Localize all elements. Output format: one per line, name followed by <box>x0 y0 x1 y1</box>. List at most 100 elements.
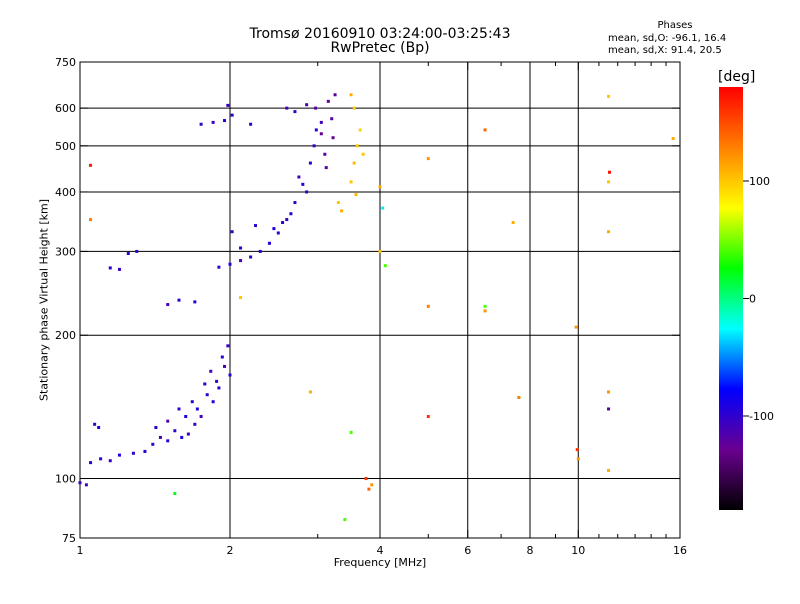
data-point <box>349 180 353 184</box>
data-point <box>230 230 234 234</box>
x-axis-label: Frequency [MHz] <box>333 556 427 569</box>
data-point <box>607 407 611 411</box>
data-point <box>180 435 184 439</box>
colorbar-ticks: 100 0 -100 <box>743 175 774 423</box>
data-point <box>230 113 234 117</box>
data-point <box>343 518 347 522</box>
y-tick-label: 750 <box>55 56 76 69</box>
data-point <box>99 457 103 461</box>
data-point <box>195 407 199 411</box>
data-point <box>173 492 177 496</box>
y-tick-label: 200 <box>55 329 76 342</box>
data-point <box>326 99 330 103</box>
data-point <box>267 241 271 245</box>
x-tick-label: 2 <box>227 544 234 557</box>
y-tick-label: 400 <box>55 186 76 199</box>
data-point <box>97 425 101 429</box>
data-point <box>117 453 121 457</box>
x-tick-label: 4 <box>377 544 384 557</box>
data-point <box>305 103 309 107</box>
data-point <box>671 137 675 141</box>
data-point <box>239 296 243 300</box>
data-point <box>381 206 385 210</box>
data-point <box>364 477 368 481</box>
data-point <box>319 120 323 124</box>
data-point <box>117 267 121 271</box>
data-point <box>276 231 280 235</box>
phases-stats-o: mean, sd,O: -96.1, 16.4 <box>608 33 727 44</box>
data-point <box>607 468 611 472</box>
colorbar-tick-label: -100 <box>749 410 774 423</box>
data-point <box>228 373 232 377</box>
data-point <box>226 344 230 348</box>
y-tick-label: 100 <box>55 473 76 486</box>
data-point <box>177 407 181 411</box>
data-point <box>293 110 297 114</box>
data-point <box>215 379 219 383</box>
data-point <box>336 201 340 205</box>
data-point <box>576 457 580 461</box>
data-point <box>226 103 230 107</box>
data-point <box>239 246 243 250</box>
data-point <box>143 449 147 453</box>
data-point <box>370 483 374 487</box>
data-point <box>308 161 312 165</box>
data-point <box>330 117 334 121</box>
data-point <box>166 303 170 307</box>
data-point <box>211 120 215 124</box>
y-tick-label: 300 <box>55 245 76 258</box>
data-point <box>378 185 382 189</box>
data-point <box>184 414 188 418</box>
data-point <box>223 119 227 123</box>
x-tick-label: 16 <box>673 544 687 557</box>
data-point <box>301 182 305 186</box>
y-tick-label: 500 <box>55 140 76 153</box>
y-tick-label: 75 <box>62 532 76 545</box>
data-point <box>258 249 262 253</box>
x-tick-label: 6 <box>464 544 471 557</box>
x-tick-label: 1 <box>77 544 84 557</box>
data-point <box>355 144 359 148</box>
data-point <box>361 152 365 156</box>
data-point <box>378 249 382 253</box>
data-point <box>358 128 362 132</box>
data-point <box>151 442 155 446</box>
data-point <box>154 425 158 429</box>
data-point <box>158 435 162 439</box>
data-point <box>166 439 170 443</box>
data-point <box>483 128 487 132</box>
data-point <box>89 218 93 222</box>
data-point <box>349 430 353 434</box>
y-tick-label: 600 <box>55 102 76 115</box>
chart-title: Tromsø 20160910 03:24:00-03:25:43 <box>249 26 511 42</box>
y-axis-label: Stationary phase Virtual Height [km] <box>37 198 51 402</box>
x-tick-label: 10 <box>571 544 585 557</box>
data-point <box>131 451 135 455</box>
data-point <box>285 106 289 110</box>
data-point <box>272 227 276 231</box>
data-point <box>483 304 487 308</box>
data-point <box>177 298 181 302</box>
data-point <box>199 122 203 126</box>
data-point <box>84 483 88 487</box>
data-point <box>108 459 112 463</box>
data-point <box>190 400 194 404</box>
data-point <box>203 382 207 386</box>
data-point <box>211 400 215 404</box>
data-point <box>352 161 356 165</box>
data-point <box>126 251 130 255</box>
colorbar-unit: [deg] <box>718 69 756 85</box>
data-point <box>217 386 221 390</box>
data-point <box>173 429 177 433</box>
data-point <box>89 163 93 167</box>
data-point <box>607 170 611 174</box>
data-point <box>324 166 328 170</box>
data-point <box>367 487 371 491</box>
data-point <box>93 422 97 426</box>
data-point <box>249 122 253 126</box>
data-point <box>607 390 611 394</box>
phases-stats-title: Phases <box>657 20 693 31</box>
data-point <box>333 93 337 97</box>
data-point <box>426 414 430 418</box>
